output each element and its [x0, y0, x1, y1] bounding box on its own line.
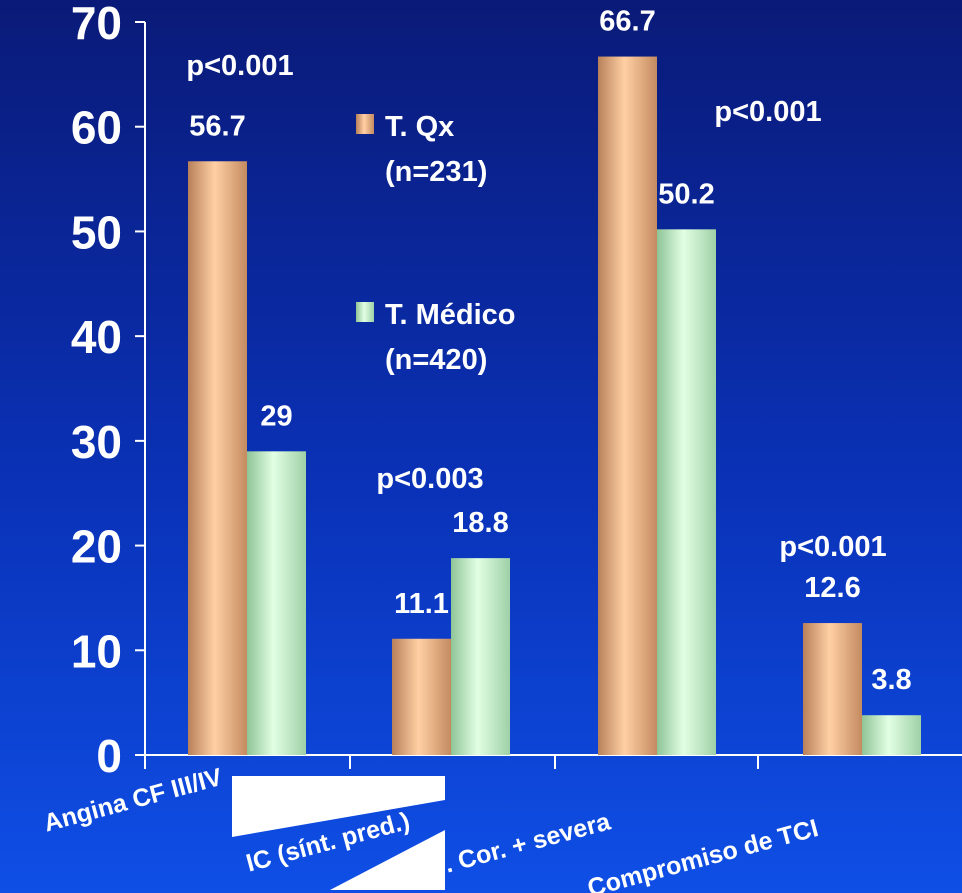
- y-tick-label: 20: [71, 521, 122, 573]
- value-label: 11.1: [394, 588, 449, 620]
- p-value-label: p<0.001: [714, 96, 821, 128]
- y-tick-label: 60: [71, 102, 122, 154]
- y-tick-label: 70: [71, 0, 122, 49]
- value-label: 56.7: [189, 110, 245, 142]
- legend-swatch-medico: [356, 302, 374, 322]
- bar-medico: [451, 558, 510, 755]
- y-tick-label: 40: [71, 311, 122, 363]
- bar-medico: [657, 229, 716, 755]
- value-label: 12.6: [804, 572, 860, 604]
- bar-qx: [392, 638, 451, 755]
- value-label: 50.2: [658, 178, 714, 210]
- p-value-label: p<0.001: [779, 531, 886, 563]
- bar-medico: [862, 715, 921, 755]
- value-label: 18.8: [452, 507, 508, 539]
- y-tick-label: 0: [96, 730, 122, 782]
- category-label: Angina CF III/IV: [41, 763, 226, 838]
- bar-medico: [247, 451, 306, 755]
- value-label: 3.8: [871, 664, 911, 696]
- legend-label: T. Qx: [385, 111, 454, 143]
- legend-swatch-qx: [356, 114, 374, 134]
- legend-label: T. Médico: [385, 299, 516, 331]
- legend-label: (n=231): [385, 156, 487, 188]
- y-tick-label: 30: [71, 416, 122, 468]
- p-value-label: p<0.001: [186, 50, 293, 82]
- value-label: 29: [260, 400, 292, 432]
- white-mask-shape: [232, 776, 445, 837]
- white-mask-shape-lower: [330, 830, 445, 890]
- y-tick-label: 10: [71, 625, 122, 677]
- legend: T. Qx (n=231) T. Médico (n=420): [356, 111, 516, 376]
- y-tick-label: 50: [71, 206, 122, 258]
- value-label: 66.7: [599, 6, 655, 38]
- bar-qx: [188, 161, 247, 755]
- p-value-label: p<0.003: [376, 463, 483, 495]
- category-label: Compromiso de TCI: [585, 814, 822, 893]
- legend-label: (n=420): [385, 344, 487, 376]
- bar-qx: [803, 623, 862, 755]
- bar-qx: [598, 56, 657, 755]
